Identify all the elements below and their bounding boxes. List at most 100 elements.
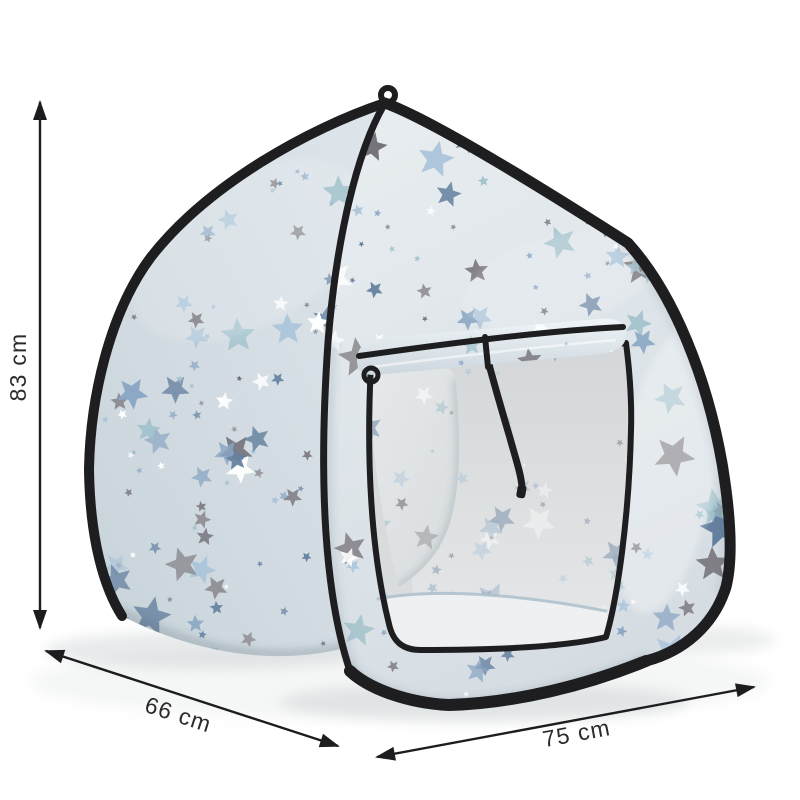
- star-shape: [474, 656, 496, 677]
- star-shape: [148, 137, 174, 161]
- star-shape: [538, 128, 576, 167]
- width-arrow: [375, 683, 756, 761]
- star-shape: [117, 144, 127, 153]
- star-shape: [141, 137, 147, 144]
- star-shape: [458, 359, 465, 367]
- star-shape: [159, 146, 168, 155]
- star-shape: [189, 383, 195, 390]
- star-shape: [251, 126, 257, 133]
- star-shape: [224, 480, 231, 486]
- star-shape: [243, 426, 269, 453]
- star-shape: [168, 152, 201, 186]
- star-shape: [312, 328, 319, 335]
- star-shape: [479, 528, 500, 550]
- star-shape: [521, 463, 527, 469]
- star-shape: [455, 472, 469, 486]
- star-shape: [189, 555, 217, 584]
- star-shape: [99, 564, 131, 597]
- star-shape: [365, 281, 383, 299]
- left-edge-trim: [84, 98, 390, 621]
- star-shape: [702, 270, 724, 291]
- star-shape: [395, 497, 409, 511]
- inner-door-curtain: [370, 361, 460, 587]
- star-shape: [696, 203, 726, 233]
- star-shape: [129, 551, 137, 559]
- star-shape: [256, 561, 263, 567]
- star-shape: [192, 410, 202, 420]
- star-shape: [437, 181, 462, 207]
- star-shape: [148, 542, 162, 555]
- star-shape: [429, 448, 435, 454]
- star-shape: [610, 552, 621, 563]
- star-shape: [656, 162, 674, 181]
- star-shape: [708, 155, 716, 162]
- star-shape: [191, 466, 212, 488]
- star-shape: [283, 488, 303, 507]
- star-shape: [602, 145, 619, 161]
- star-shape: [616, 439, 624, 447]
- star-shape: [271, 373, 285, 386]
- star-shape: [118, 188, 128, 197]
- star-shape: [346, 559, 360, 574]
- star-shape: [301, 552, 312, 563]
- star-shape: [450, 224, 457, 231]
- star-shape: [102, 416, 109, 423]
- star-shape: [582, 555, 594, 568]
- star-shape: [103, 554, 129, 579]
- star-shape: [553, 146, 576, 169]
- star-shape: [495, 370, 501, 376]
- star-shape: [626, 174, 635, 182]
- star-shape: [118, 147, 143, 172]
- star-shape: [209, 128, 230, 150]
- star-shape: [431, 564, 442, 575]
- star-shape: [388, 245, 395, 253]
- star-shape: [186, 614, 204, 632]
- star-shape: [246, 111, 260, 125]
- star-shape: [539, 501, 547, 508]
- star-shape: [488, 506, 515, 533]
- star-shape: [464, 368, 473, 376]
- star-shape: [674, 582, 690, 597]
- rolled-door-flap: [356, 318, 627, 385]
- star-shape: [340, 548, 359, 568]
- star-shape: [164, 547, 198, 582]
- star-shape: [422, 316, 428, 322]
- star-shape: [135, 467, 143, 474]
- star-shape: [188, 360, 201, 372]
- star-shape: [466, 658, 491, 683]
- star-shape: [678, 599, 696, 617]
- tent-floor: [376, 593, 607, 650]
- star-shape: [236, 375, 243, 382]
- star-shape: [670, 151, 681, 162]
- star-shape: [351, 204, 364, 217]
- star-shape: [616, 625, 628, 637]
- star-shape: [254, 467, 265, 479]
- star-shape: [522, 507, 556, 540]
- star-shape: [181, 175, 188, 182]
- star-shape: [117, 409, 127, 420]
- star-shape: [435, 400, 450, 415]
- star-shape: [297, 485, 304, 492]
- star-shape: [652, 603, 681, 631]
- star-shape: [166, 596, 173, 603]
- star-shape: [98, 272, 110, 284]
- star-shape: [251, 372, 270, 391]
- star-shape: [198, 400, 205, 407]
- star-shape: [661, 159, 672, 170]
- star-shape: [178, 172, 200, 194]
- star-shape: [419, 140, 455, 177]
- star-shape: [384, 224, 391, 230]
- star-shape: [349, 277, 356, 284]
- star-shape: [271, 312, 304, 344]
- star-shape: [214, 441, 240, 466]
- star-shape: [217, 395, 225, 403]
- star-shape: [449, 410, 454, 416]
- star-shape: [198, 630, 207, 639]
- star-shape: [320, 640, 326, 647]
- zipper-pull: [516, 484, 527, 499]
- star-shape: [471, 541, 492, 561]
- star-shape: [130, 449, 137, 456]
- star-shape: [250, 448, 256, 455]
- door-toggle-loop: [361, 365, 381, 385]
